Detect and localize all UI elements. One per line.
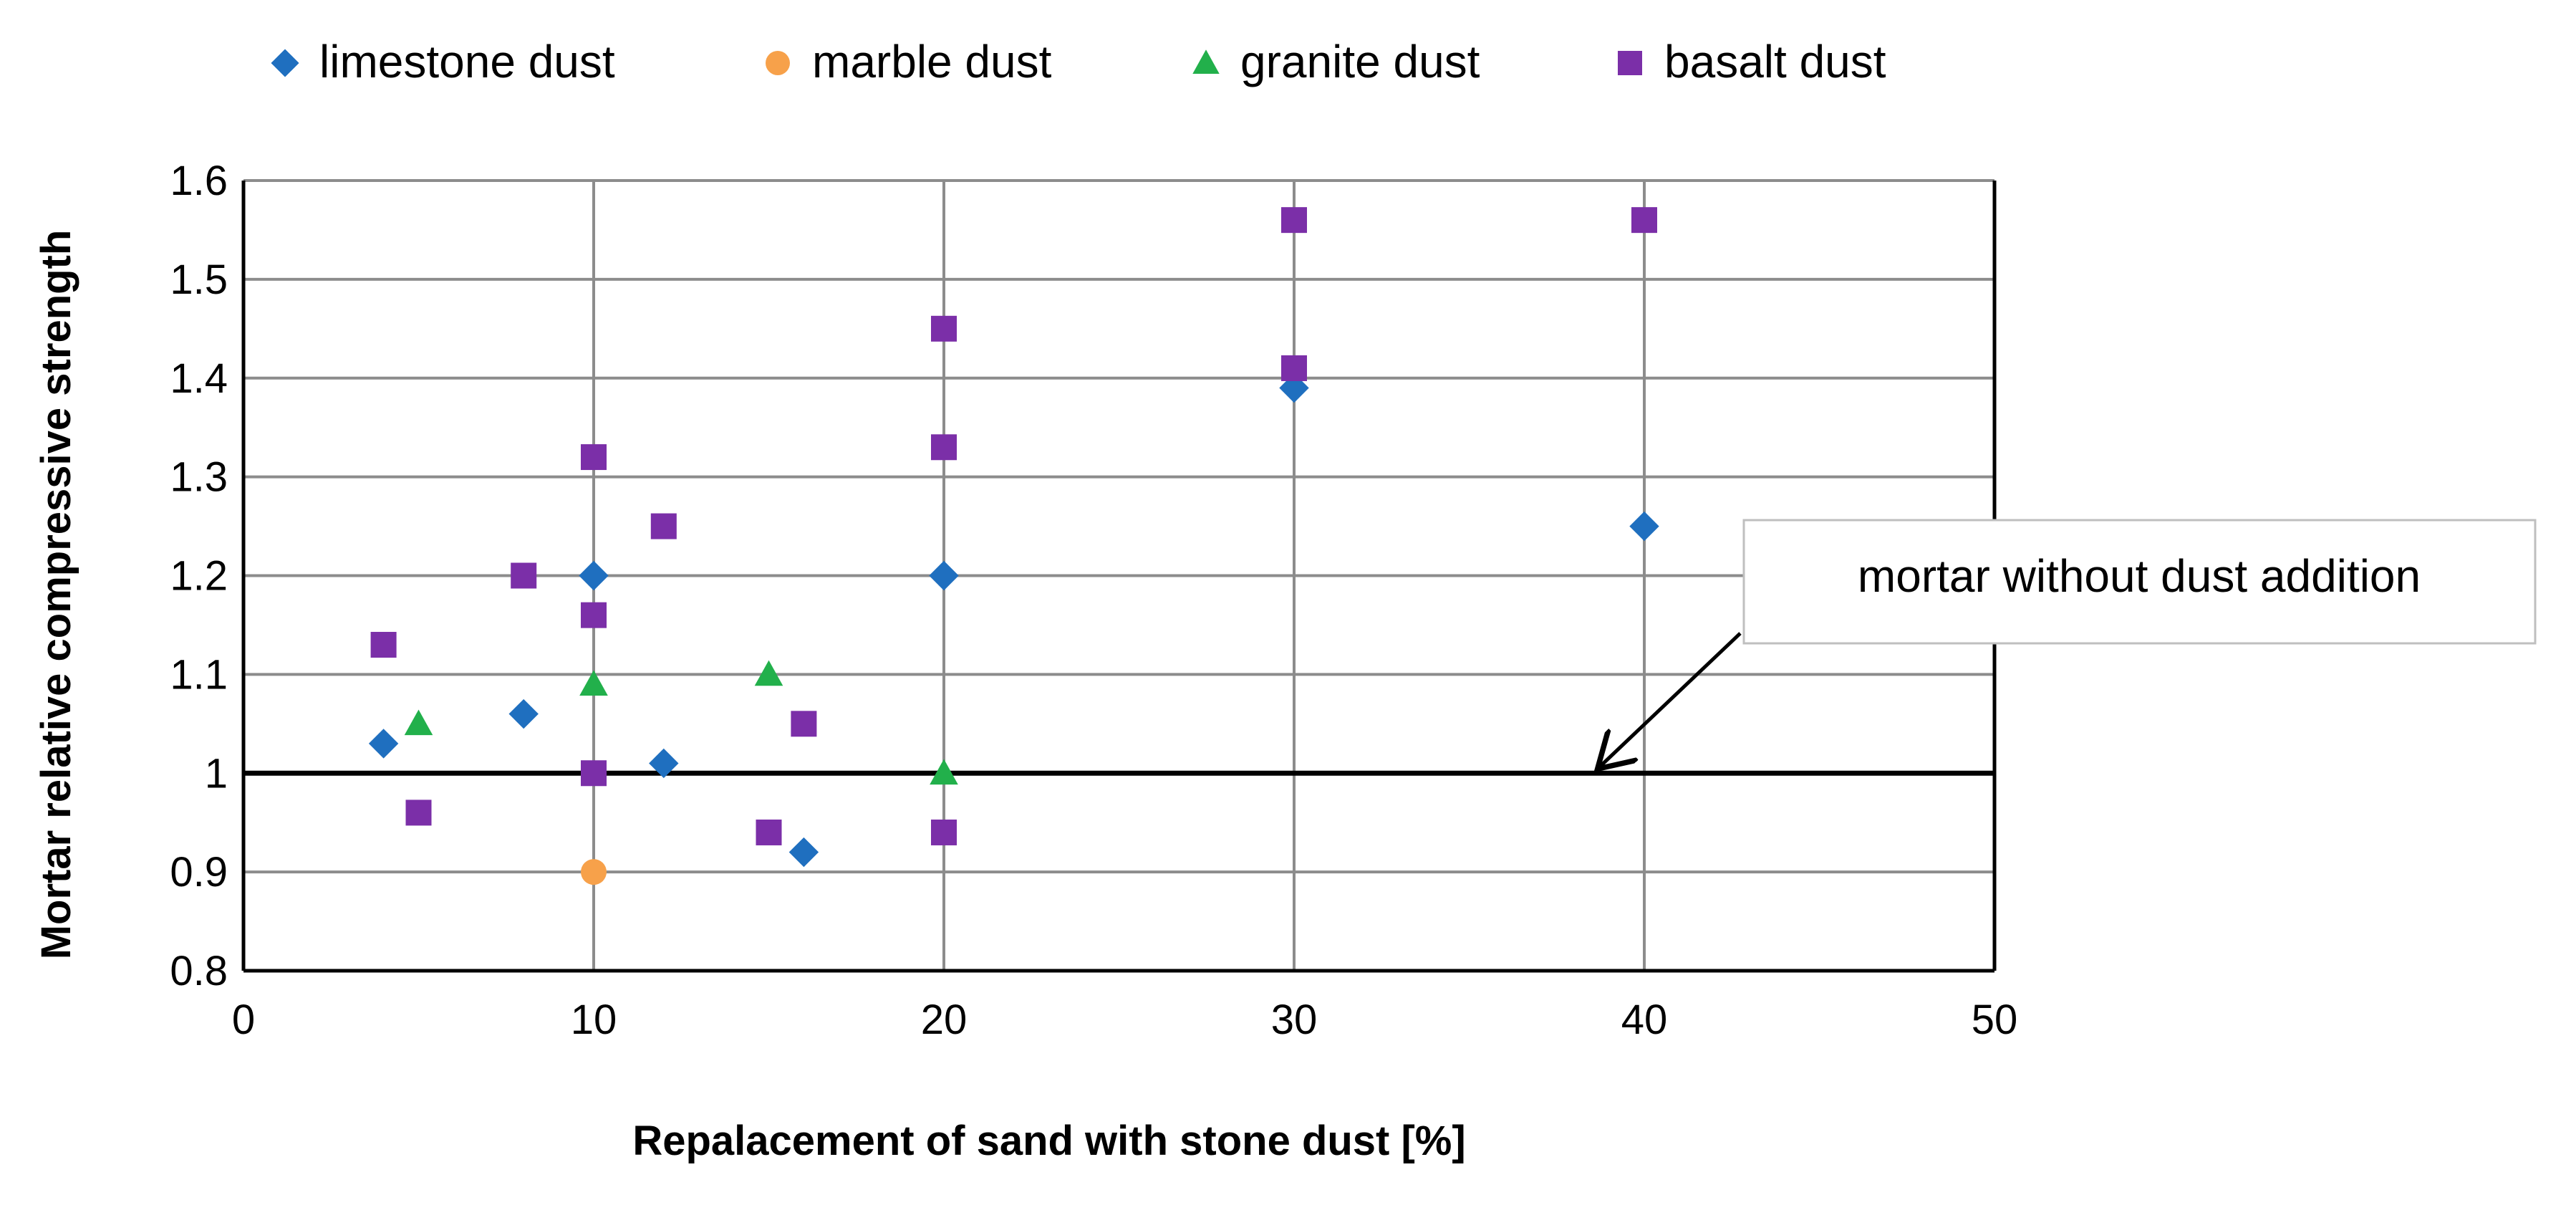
annotation-group: mortar without dust addition [1598,519,2537,769]
legend-item: marble dust [766,36,1052,87]
tick-labels: 0 10 20 30 40 50 0.8 0.9 1 1.1 1.2 1.3 1.4 1.5 1.6 [170,158,2017,1043]
legend-triangle-icon [1192,49,1220,74]
annotation-text: mortar without dust addition [1858,550,2421,602]
data-points [368,207,1659,885]
basalt-dust-point [1281,355,1307,381]
series-basalt-dust [370,207,1657,845]
x-tick-label: 30 [1271,997,1318,1043]
basalt-dust-point [1281,207,1307,234]
y-tick-label: 0.8 [170,948,228,994]
x-axis-label: Repalacement of sand with stone dust [%] [632,1118,1465,1164]
limestone-dust-point [579,560,609,591]
legend-label: granite dust [1240,36,1480,87]
basalt-dust-point [791,711,817,737]
legend-label: basalt dust [1664,36,1886,87]
limestone-dust-point [649,748,679,779]
legend-label: limestone dust [319,36,615,87]
legend-circle-icon [766,51,790,75]
annotation-arrow [1598,632,1742,769]
basalt-dust-point [581,760,607,787]
granite-dust-point [754,660,783,686]
basalt-dust-point [405,800,432,826]
basalt-dust-point [581,602,607,628]
limestone-dust-point [1629,511,1659,542]
basalt-dust-point [931,819,957,845]
legend: limestone dust marble dust granite dust bas… [271,36,1886,87]
y-tick-label: 1.2 [170,553,228,600]
limestone-dust-point [788,837,819,868]
marble-dust-point [581,859,607,885]
x-tick-label: 10 [571,997,617,1043]
limestone-dust-point [929,560,959,591]
x-tick-label: 50 [1972,997,2018,1043]
basalt-dust-point [511,562,537,589]
limestone-dust-point [368,729,399,759]
basalt-dust-point [756,819,782,845]
basalt-dust-point [931,434,957,461]
granite-dust-point [930,759,958,785]
basalt-dust-point [650,513,677,539]
y-tick-label: 0.9 [170,849,228,896]
y-tick-label: 1 [205,750,228,797]
limestone-dust-point [508,698,539,729]
y-tick-label: 1.1 [170,651,228,698]
series-marble-dust [581,859,607,885]
granite-dust-point [579,670,608,696]
legend-diamond-icon [271,49,299,77]
y-tick-label: 1.5 [170,256,228,303]
series-granite-dust [404,660,958,785]
y-tick-label: 1.6 [170,158,228,204]
y-tick-label: 1.4 [170,355,228,402]
x-tick-label: 0 [232,997,255,1043]
basalt-dust-point [931,315,957,342]
legend-item: basalt dust [1618,36,1886,87]
annotation-box [1742,519,2537,645]
x-tick-label: 40 [1621,997,1668,1043]
basalt-dust-point [581,444,607,471]
legend-item: limestone dust [271,36,615,87]
legend-square-icon [1618,51,1642,75]
x-tick-label: 20 [921,997,968,1043]
legend-label: marble dust [812,36,1052,87]
granite-dust-point [404,709,433,736]
y-axis-label: Mortar relative compressive strength [33,230,79,960]
basalt-dust-point [1631,207,1657,234]
y-tick-label: 1.3 [170,454,228,501]
basalt-dust-point [370,632,397,658]
legend-item: granite dust [1192,36,1480,87]
